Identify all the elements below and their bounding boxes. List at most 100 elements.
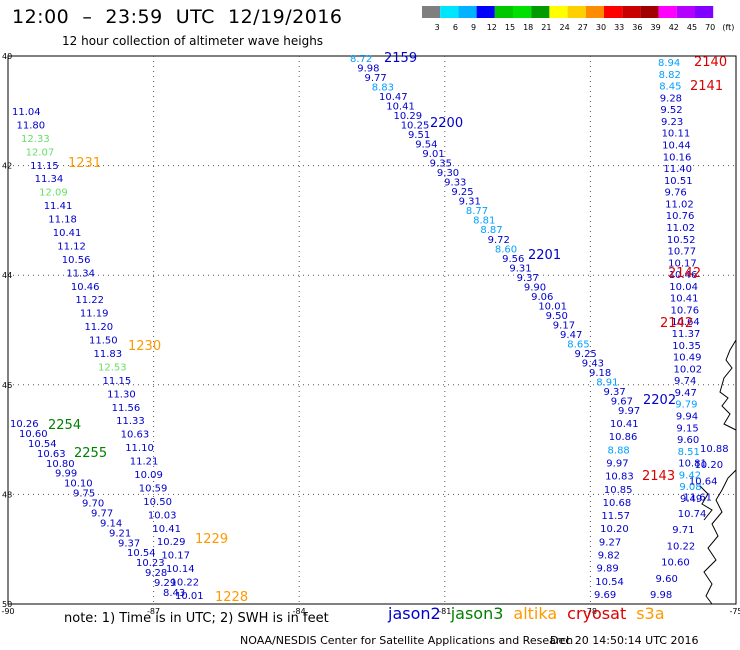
- scale-swatch: [513, 6, 532, 18]
- swh-value: 9.76: [665, 188, 687, 199]
- swh-value: 11.10: [125, 443, 154, 454]
- swh-value: 10.14: [166, 564, 195, 575]
- scale-label: 21: [541, 23, 551, 32]
- scale-label: 18: [523, 23, 533, 32]
- swh-value: 10.41: [670, 294, 699, 305]
- swh-value: 12.33: [21, 134, 50, 145]
- legend-cryosat: cryosat: [567, 604, 627, 623]
- legend-jason2: jason2: [388, 604, 441, 623]
- scale-label: 24: [560, 23, 570, 32]
- scale-label: 12: [487, 23, 497, 32]
- swh-value: 9.94: [676, 412, 698, 423]
- swh-value: 8.94: [658, 58, 680, 69]
- swh-value: 10.29: [157, 537, 186, 548]
- swh-value: 9.74: [674, 376, 696, 387]
- swh-value: 11.37: [672, 329, 701, 340]
- scale-swatch: [494, 6, 513, 18]
- swh-value: 9.23: [661, 117, 683, 128]
- lon-label: -78: [584, 607, 597, 616]
- swh-value: 9.97: [618, 406, 640, 417]
- scale-swatch: [476, 6, 495, 18]
- swh-value: 9.56: [502, 254, 524, 265]
- swh-value: 8.82: [659, 70, 681, 81]
- swh-value: 11.15: [103, 376, 132, 387]
- swh-value: 11.80: [17, 120, 46, 131]
- swh-value: 9.77: [364, 73, 386, 84]
- swh-value: 11.19: [80, 309, 109, 320]
- pass-time-tag: 2202: [643, 393, 676, 408]
- swh-value: 9.37: [604, 387, 626, 398]
- swh-value: 11.02: [665, 199, 694, 210]
- swh-value: 9.01: [422, 149, 444, 160]
- scale-swatch: [422, 6, 441, 18]
- pass-time-tag: 2140: [694, 55, 727, 70]
- swh-value: 8.51: [678, 447, 700, 458]
- swh-value: 10.46: [669, 270, 698, 281]
- swh-value: 9.50: [546, 311, 568, 322]
- swh-value: 11.15: [30, 161, 59, 172]
- wave-height-tracks: 11.04 11.80 12.33 12.07 11.15 11.34 12.09 11.41…: [10, 54, 729, 602]
- units-note: note: 1) Time is in UTC; 2) SWH is in fe…: [64, 611, 329, 626]
- swh-value: 9.98: [357, 64, 379, 75]
- scale-label: 36: [632, 23, 642, 32]
- swh-value: 9.52: [660, 105, 682, 116]
- swh-value: 11.33: [116, 416, 145, 427]
- swh-value: 10.01: [175, 591, 204, 602]
- swh-value: 10.49: [673, 353, 702, 364]
- swh-value: 8.65: [567, 339, 589, 350]
- map-title: 12:00 – 23:59 UTC 12/19/2016: [12, 6, 343, 28]
- swh-value: 9.21: [109, 528, 131, 539]
- swh-value: 9.75: [73, 489, 95, 500]
- pass-time-tag: 2200: [430, 116, 463, 131]
- swh-value: 10.77: [668, 247, 697, 258]
- swh-value: 10.76: [666, 211, 695, 222]
- swh-value: 8.88: [608, 445, 630, 456]
- color-scale-bar: 3 6 9 12 15 18 21 24 27 30 33 36 39 42 45 70 (ft): [422, 6, 734, 32]
- scale-swatch: [604, 6, 623, 18]
- swh-value: 11.41: [44, 201, 73, 212]
- swh-value: 8.77: [466, 206, 488, 217]
- scale-label: 15: [505, 23, 515, 32]
- swh-value: 10.04: [669, 282, 698, 293]
- map-subtitle: 12 hour collection of altimeter wave hei…: [62, 34, 324, 48]
- swh-value: 10.64: [671, 317, 700, 328]
- swh-value: 11.56: [112, 403, 141, 414]
- pass-time-tag: 2141: [690, 79, 723, 94]
- swh-value: 9.60: [677, 435, 699, 446]
- swh-value: 9.06: [531, 292, 553, 303]
- swh-value: 11.20: [84, 322, 113, 333]
- swh-value: 10.81: [678, 459, 707, 470]
- swh-value: 9.37: [118, 538, 140, 549]
- swh-value: 10.60: [19, 429, 48, 440]
- swh-value: 9.18: [589, 368, 611, 379]
- swh-value: 9.42: [679, 470, 701, 481]
- swh-value: 10.41: [53, 228, 82, 239]
- scale-label: 9: [471, 23, 476, 32]
- swh-value: 10.80: [46, 459, 75, 470]
- map-frame: [7, 55, 737, 605]
- swh-value: 10.51: [664, 176, 693, 187]
- swh-value: 10.23: [136, 558, 165, 569]
- swh-value: 8.83: [372, 83, 394, 94]
- swh-value: 10.02: [673, 364, 702, 375]
- swh-value: 11.57: [601, 511, 630, 522]
- swh-value: 10.76: [670, 305, 699, 316]
- swh-value: 10.17: [161, 551, 190, 562]
- pass-time-tag: 2142: [668, 266, 701, 281]
- lat-label: 50: [2, 600, 12, 609]
- legend-altika: altika: [513, 604, 558, 623]
- swh-value: 9.49: [680, 494, 702, 505]
- swh-value: 9.90: [524, 282, 546, 293]
- swh-value: 10.17: [668, 258, 697, 269]
- scale-label: 70: [705, 23, 715, 32]
- swh-value: 11.30: [107, 389, 136, 400]
- swh-value: 10.20: [694, 460, 723, 471]
- pass-time-tag: 1229: [195, 532, 228, 547]
- coastline: [699, 339, 737, 605]
- coastline-path: [699, 339, 737, 605]
- scale-label: 3: [435, 23, 440, 32]
- swh-value: 10.54: [127, 548, 156, 559]
- swh-value: 9.71: [672, 525, 694, 536]
- swh-value: 9.28: [660, 93, 682, 104]
- axis-labels: 40 42 44 46 48 50-90 -87 -84 -81 -78 -75: [1, 52, 740, 616]
